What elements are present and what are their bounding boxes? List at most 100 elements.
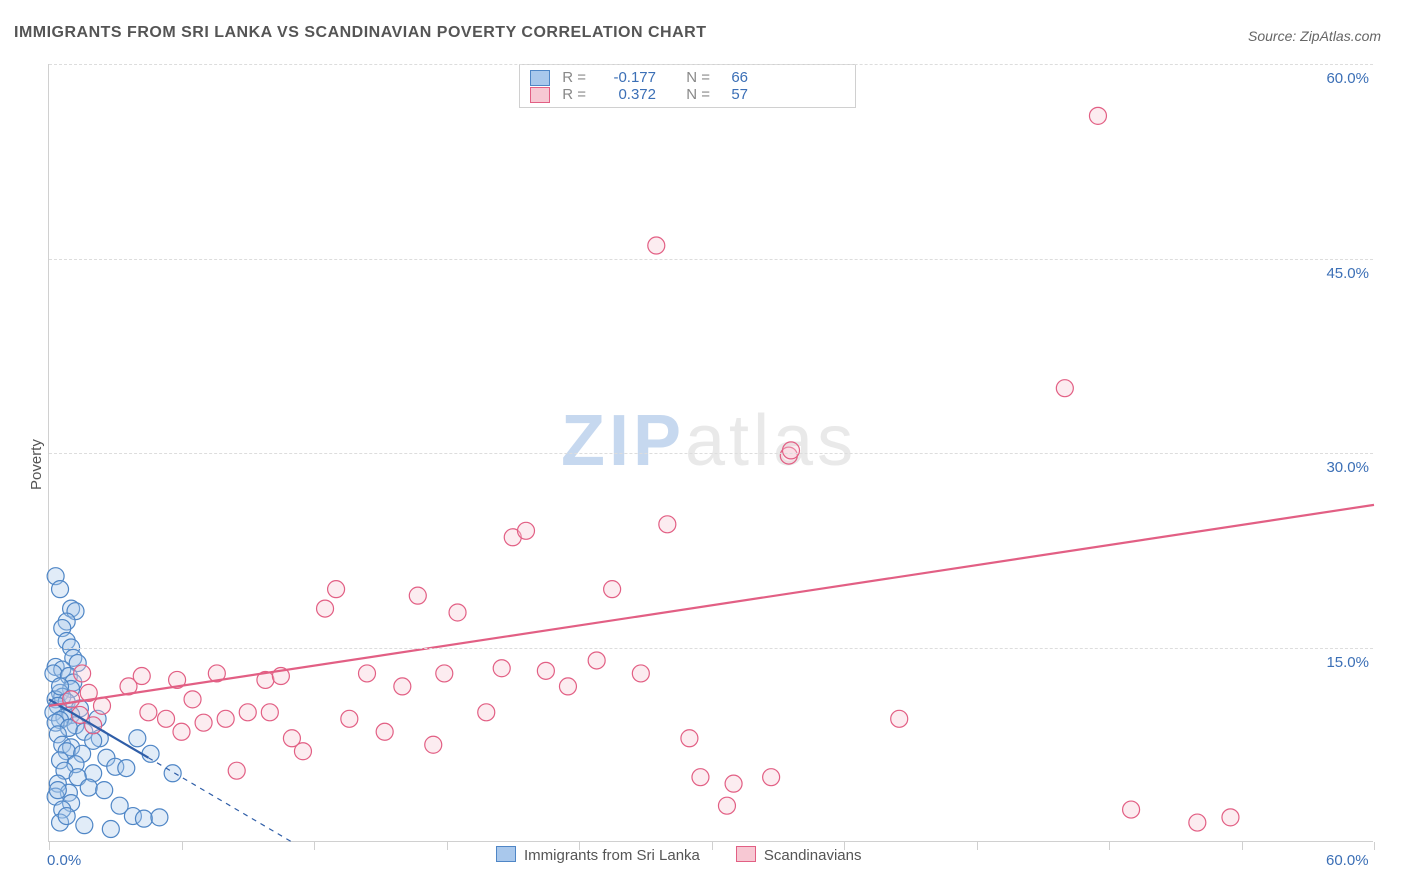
legend-n-label: N = bbox=[682, 86, 710, 103]
data-point bbox=[359, 665, 376, 682]
data-point bbox=[173, 723, 190, 740]
data-point bbox=[239, 704, 256, 721]
chart-title: IMMIGRANTS FROM SRI LANKA VS SCANDINAVIA… bbox=[14, 24, 706, 42]
data-point bbox=[537, 662, 554, 679]
data-point bbox=[394, 678, 411, 695]
data-point bbox=[135, 810, 152, 827]
legend-r-label: R = bbox=[558, 69, 586, 86]
data-point bbox=[261, 704, 278, 721]
legend-swatch bbox=[496, 846, 516, 862]
data-point bbox=[80, 779, 97, 796]
data-point bbox=[151, 809, 168, 826]
x-tick-mark bbox=[1242, 842, 1243, 850]
data-point bbox=[140, 704, 157, 721]
gridline bbox=[49, 259, 1373, 260]
x-tick-mark bbox=[49, 842, 50, 850]
trend-line-dashed bbox=[148, 758, 292, 842]
data-point bbox=[763, 769, 780, 786]
series-legend: Immigrants from Sri Lanka Scandinavians bbox=[496, 846, 861, 864]
data-point bbox=[478, 704, 495, 721]
y-tick-label: 60.0% bbox=[1314, 70, 1369, 87]
data-point bbox=[341, 710, 358, 727]
legend-n-label: N = bbox=[682, 69, 710, 86]
data-point bbox=[129, 730, 146, 747]
x-tick-mark bbox=[977, 842, 978, 850]
gridline bbox=[49, 648, 1373, 649]
data-point bbox=[493, 660, 510, 677]
legend-label: Immigrants from Sri Lanka bbox=[524, 847, 700, 864]
data-point bbox=[63, 691, 80, 708]
data-point bbox=[49, 782, 66, 799]
legend-row: R = 0.372 N = 57 bbox=[530, 86, 845, 103]
y-tick-label: 45.0% bbox=[1314, 265, 1369, 282]
data-point bbox=[184, 691, 201, 708]
data-point bbox=[449, 604, 466, 621]
data-point bbox=[228, 762, 245, 779]
data-point bbox=[1222, 809, 1239, 826]
legend-r-label: R = bbox=[558, 86, 586, 103]
data-point bbox=[718, 797, 735, 814]
data-point bbox=[425, 736, 442, 753]
data-point bbox=[217, 710, 234, 727]
legend-row: R = -0.177 N = 66 bbox=[530, 69, 845, 86]
data-point bbox=[604, 581, 621, 598]
legend-item: Immigrants from Sri Lanka bbox=[496, 846, 700, 864]
x-tick-label: 60.0% bbox=[1326, 852, 1369, 869]
data-point bbox=[94, 697, 111, 714]
legend-label: Scandinavians bbox=[764, 847, 862, 864]
data-point bbox=[52, 581, 69, 598]
data-point bbox=[376, 723, 393, 740]
data-point bbox=[76, 817, 93, 834]
x-tick-mark bbox=[1109, 842, 1110, 850]
legend-n-value: 66 bbox=[718, 69, 748, 86]
trend-line bbox=[49, 505, 1374, 706]
legend-item: Scandinavians bbox=[736, 846, 862, 864]
data-point bbox=[1189, 814, 1206, 831]
data-point bbox=[632, 665, 649, 682]
data-point bbox=[102, 821, 119, 838]
data-point bbox=[164, 765, 181, 782]
data-point bbox=[195, 714, 212, 731]
data-point bbox=[158, 710, 175, 727]
data-point bbox=[317, 600, 334, 617]
legend-r-value: 0.372 bbox=[594, 86, 656, 103]
legend-swatch bbox=[530, 70, 550, 86]
y-axis-label: Poverty bbox=[28, 439, 45, 490]
gridline bbox=[49, 64, 1373, 65]
data-point bbox=[783, 442, 800, 459]
data-point bbox=[58, 808, 75, 825]
data-point bbox=[1056, 380, 1073, 397]
data-point bbox=[142, 745, 159, 762]
x-tick-mark bbox=[447, 842, 448, 850]
data-point bbox=[588, 652, 605, 669]
data-point bbox=[96, 782, 113, 799]
data-point bbox=[1089, 107, 1106, 124]
data-point bbox=[436, 665, 453, 682]
data-point bbox=[328, 581, 345, 598]
y-tick-label: 30.0% bbox=[1314, 459, 1369, 476]
legend-swatch bbox=[530, 87, 550, 103]
data-point bbox=[891, 710, 908, 727]
x-tick-mark bbox=[314, 842, 315, 850]
legend-n-value: 57 bbox=[718, 86, 748, 103]
x-tick-mark bbox=[1374, 842, 1375, 850]
data-point bbox=[692, 769, 709, 786]
x-tick-label: 0.0% bbox=[47, 852, 81, 869]
data-point bbox=[294, 743, 311, 760]
data-point bbox=[1123, 801, 1140, 818]
data-point bbox=[559, 678, 576, 695]
data-point bbox=[725, 775, 742, 792]
y-tick-label: 15.0% bbox=[1314, 654, 1369, 671]
legend-swatch bbox=[736, 846, 756, 862]
data-point bbox=[518, 522, 535, 539]
gridline bbox=[49, 453, 1373, 454]
x-tick-mark bbox=[182, 842, 183, 850]
data-point bbox=[681, 730, 698, 747]
legend-r-value: -0.177 bbox=[594, 69, 656, 86]
data-point bbox=[648, 237, 665, 254]
data-point bbox=[74, 665, 91, 682]
data-point bbox=[409, 587, 426, 604]
data-point bbox=[659, 516, 676, 533]
data-point bbox=[118, 760, 135, 777]
chart-plot-area: ZIPatlas R =-0.177N =66R =0.372N =57 15.… bbox=[48, 64, 1373, 842]
